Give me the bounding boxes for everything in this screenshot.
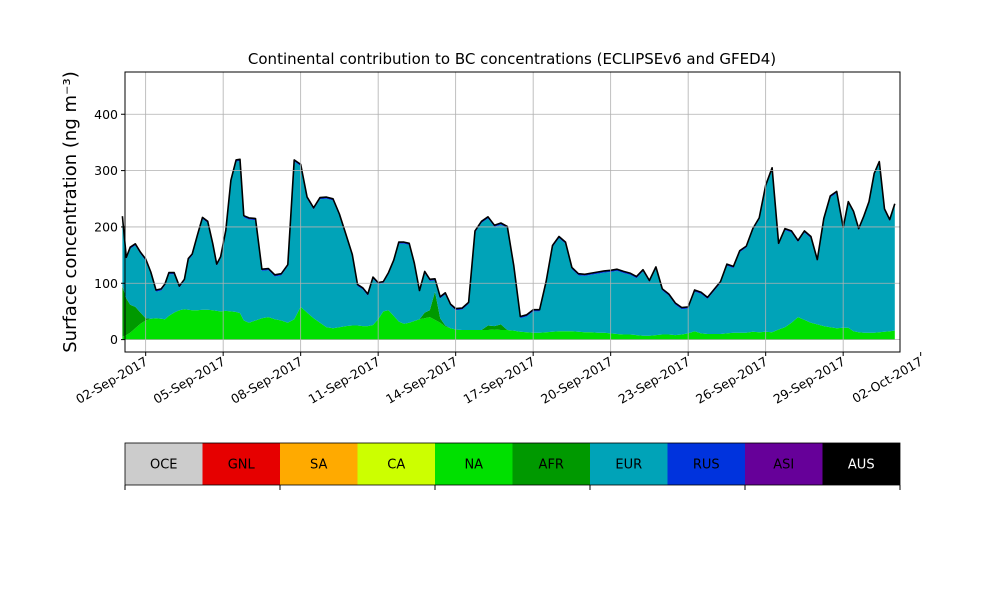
- legend-label-ca: CA: [387, 458, 405, 473]
- total-line: [121, 158, 896, 318]
- legend-label-afr: AFR: [539, 458, 564, 473]
- legend-label-oce: OCE: [150, 458, 178, 473]
- legend-swatch-rus: [667, 443, 745, 485]
- legend-label-rus: RUS: [693, 458, 720, 473]
- axes-frame: [124, 71, 901, 353]
- legend-swatch-oce: [125, 443, 203, 485]
- legend-swatch-na: [435, 443, 513, 485]
- legend-swatch-asi: [745, 443, 823, 485]
- legend-swatch-sa: [280, 443, 358, 485]
- area-eur: [122, 161, 895, 336]
- legend-label-na: NA: [464, 458, 483, 473]
- y-tick-label: 100: [94, 276, 118, 291]
- legend-label-asi: ASI: [773, 458, 794, 473]
- y-tick-label: 200: [94, 219, 118, 234]
- y-tick-label: 300: [94, 163, 118, 178]
- legend-swatch-gnl: [202, 443, 280, 485]
- y-tick-label: 400: [94, 107, 118, 122]
- chart-title: Continental contribution to BC concentra…: [248, 50, 776, 68]
- legend-label-gnl: GNL: [228, 458, 256, 473]
- y-axis-label: Surface concentration (ng m⁻³): [60, 71, 81, 353]
- legend-label-aus: AUS: [848, 458, 875, 473]
- legend-swatch-eur: [590, 443, 668, 485]
- y-tick-label: 0: [110, 332, 118, 347]
- legend-swatch-afr: [512, 443, 590, 485]
- legend-swatch-aus: [822, 443, 900, 485]
- legend-frame: [124, 442, 901, 486]
- legend: OCE GNL SA CA NA AFR EUR RUS ASI AUS: [124, 442, 901, 490]
- area-na: [122, 306, 895, 340]
- legend-label-eur: EUR: [615, 458, 642, 473]
- legend-swatch-ca: [357, 443, 435, 485]
- legend-label-sa: SA: [310, 458, 327, 473]
